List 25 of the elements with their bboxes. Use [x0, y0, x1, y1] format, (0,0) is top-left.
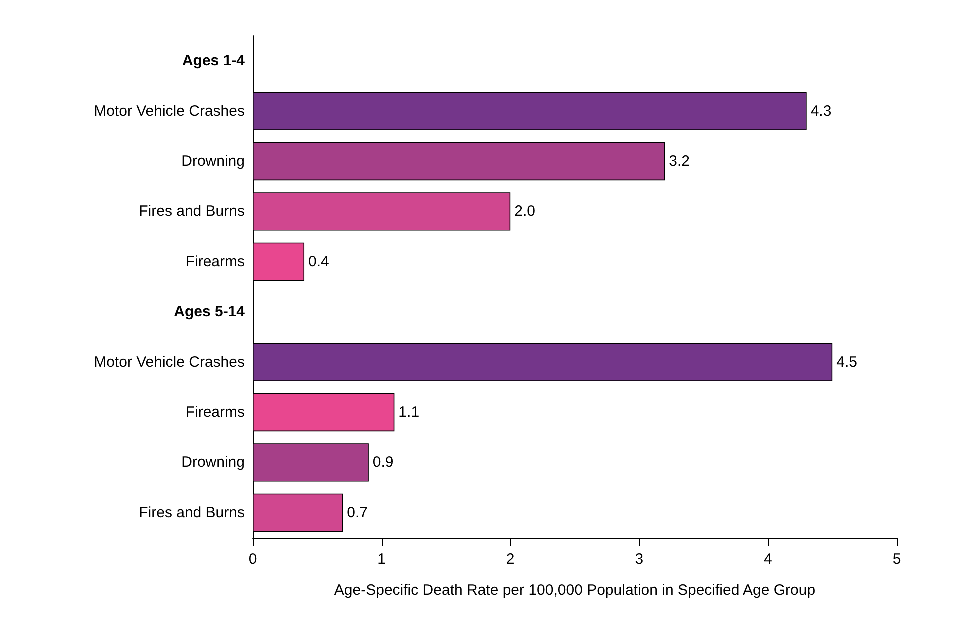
x-tick-label: 1: [378, 551, 386, 568]
y-tick-label: Fires and Burns: [139, 504, 245, 522]
y-tick-label: Drowning: [182, 153, 245, 170]
data-label: 4.3: [810, 102, 832, 120]
data-label: 0.7: [347, 504, 368, 522]
data-label: 1.1: [398, 404, 420, 421]
data-label: 2.0: [514, 203, 536, 220]
data-label: 0.9: [372, 454, 394, 472]
x-tick-label: 0: [248, 551, 258, 568]
data-label: 3.2: [669, 153, 690, 170]
y-tick-label: Motor Vehicle Crashes: [94, 102, 245, 120]
y-tick-label: Ages 1-4: [182, 52, 246, 70]
y-tick-label: Ages 5-14: [174, 304, 246, 321]
y-tick-label: Firearms: [186, 404, 245, 421]
x-axis-title: Age-Specific Death Rate per 100,000 Population in Specified Age Group: [334, 582, 816, 599]
data-label: 0.4: [308, 253, 330, 270]
y-tick-label: Drowning: [182, 454, 245, 472]
data-label: 4.5: [836, 354, 858, 371]
y-tick-label: Motor Vehicle Crashes: [94, 354, 245, 371]
x-tick-label: 5: [892, 551, 902, 568]
y-tick-label: Fires and Burns: [139, 203, 245, 220]
x-tick-label: 4: [764, 551, 772, 568]
y-tick-label: Firearms: [186, 253, 245, 270]
x-tick-label: 3: [635, 551, 644, 568]
x-tick-label: 2: [506, 551, 515, 568]
